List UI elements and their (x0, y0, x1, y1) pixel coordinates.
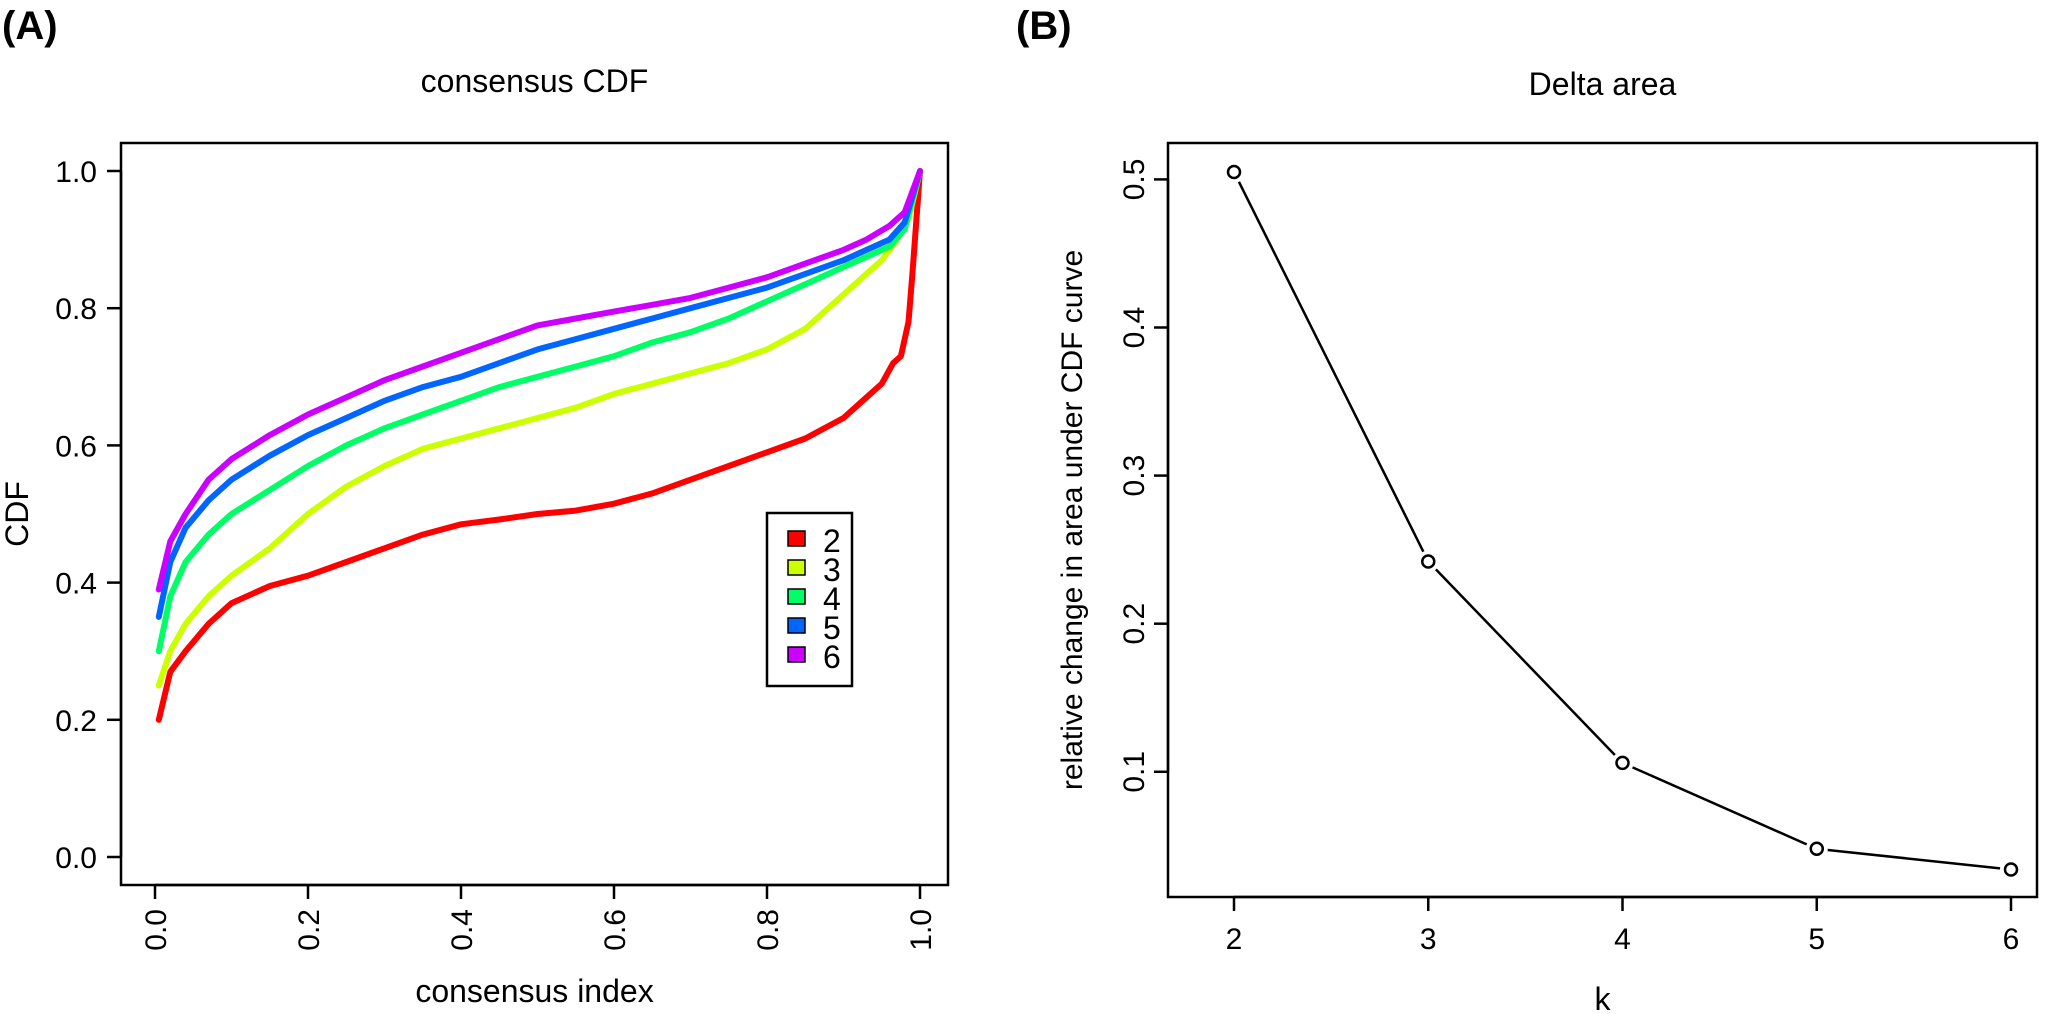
chart-b-x-tick-label: 4 (1614, 923, 1631, 956)
chart-a-legend (765, 511, 854, 688)
cdf-line-k3 (155, 168, 923, 689)
chart-a-x-tick-label: 0.2 (293, 909, 326, 951)
consensus-cdf-chart: consensus CDF 0.0 0.2 0.4 0.6 0.8 1.0 CDF 0.0 0.2… (0, 63, 950, 1009)
delta-point-k3 (1421, 554, 1436, 569)
chart-a-x-tick-label: 0.4 (446, 909, 479, 951)
chart-b-x-tick-label: 2 (1226, 923, 1243, 956)
delta-point-k6 (2003, 862, 2019, 877)
delta-point-k5 (1809, 841, 1824, 857)
legend-swatch-k2 (787, 530, 806, 547)
chart-a-x-axis-label: consensus index (415, 973, 653, 1009)
delta-line-segment (1827, 848, 2001, 870)
chart-a-y-tick-label: 0.8 (55, 293, 97, 326)
panel-a-label: (A) (2, 4, 58, 48)
chart-b-y-tick-label: 0.5 (1118, 159, 1151, 201)
chart-b-y-axis-label: relative change in area under CDF curve (1056, 250, 1089, 790)
chart-a-y-tick-label: 0.6 (55, 430, 97, 463)
chart-a-x-tick-label: 1.0 (905, 909, 938, 951)
chart-a-y-tick-label: 0.2 (55, 705, 97, 738)
delta-line-segment (1632, 766, 1808, 846)
panel-b-label: (B) (1016, 4, 1072, 48)
legend-swatch-k3 (787, 559, 806, 576)
chart-b-x-tick-label: 3 (1420, 923, 1437, 956)
chart-b-x-tick-label: 6 (2003, 923, 2020, 956)
cdf-line-k4 (155, 168, 923, 655)
legend-swatch-k5 (787, 617, 806, 634)
chart-a-y-tick-label: 1.0 (55, 156, 97, 189)
chart-a-x-tick-label: 0.6 (599, 909, 632, 951)
chart-b-y-tick-label: 0.3 (1118, 455, 1151, 497)
legend-label-k4: 4 (823, 581, 841, 617)
chart-a-y-axis-label: CDF (0, 481, 35, 547)
cdf-line-k2 (155, 168, 923, 723)
chart-b-x-tick-label: 5 (1808, 923, 1825, 956)
delta-point-k4 (1615, 755, 1630, 771)
legend-label-k3: 3 (823, 552, 841, 588)
cdf-line-k6 (155, 168, 923, 593)
legend-swatch-k4 (787, 588, 806, 605)
legend-label-k2: 2 (823, 523, 841, 559)
chart-a-y-tick-label: 0.4 (55, 568, 97, 601)
legend-label-k5: 5 (823, 610, 841, 646)
legend-label-k6: 6 (823, 639, 841, 675)
chart-b-title: Delta area (1529, 66, 1677, 102)
delta-line-segment (1237, 181, 1425, 553)
chart-a-y-tick-label: 0.0 (55, 842, 97, 875)
chart-a-title: consensus CDF (421, 63, 649, 99)
chart-a-x-tick-label: 0.0 (140, 909, 173, 951)
legend-swatch-k6 (787, 646, 806, 663)
chart-b-y-tick-label: 0.1 (1118, 751, 1151, 793)
delta-line-segment (1434, 568, 1616, 756)
chart-b-y-tick-label: 0.2 (1118, 603, 1151, 645)
chart-b-y-tick-label: 0.4 (1118, 307, 1151, 349)
delta-point-k2 (1226, 164, 1242, 180)
chart-b-frame (1166, 141, 2039, 899)
cdf-line-k5 (155, 168, 923, 620)
chart-a-x-tick-label: 0.8 (752, 909, 785, 951)
chart-b-x-axis-label: k (1595, 981, 1612, 1014)
